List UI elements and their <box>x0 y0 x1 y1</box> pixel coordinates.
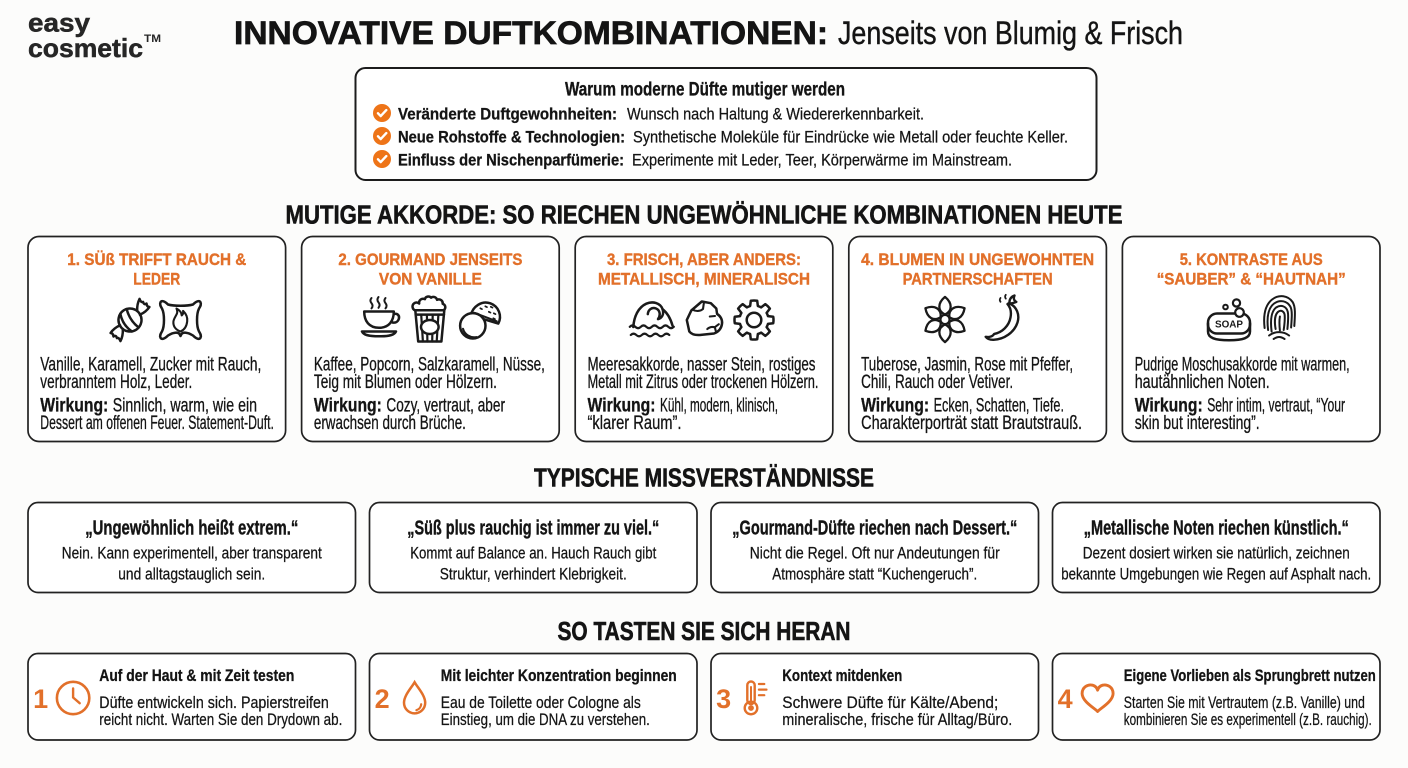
svg-text:Dezent dosiert wirken sie natü: Dezent dosiert wirken sie natürlich, zei… <box>1083 544 1350 563</box>
svg-text:TYPISCHE MISSVERSTÄNDNISSE: TYPISCHE MISSVERSTÄNDNISSE <box>534 463 874 493</box>
svg-text:und alltagstauglich sein.: und alltagstauglich sein. <box>118 565 265 584</box>
svg-text:hautähnlichen Noten.: hautähnlichen Noten. <box>1135 372 1270 393</box>
svg-text:Dessert am offenen Feuer. Stat: Dessert am offenen Feuer. Statement-Duft… <box>40 413 274 434</box>
svg-text:PARTNERSCHAFTEN: PARTNERSCHAFTEN <box>903 270 1053 289</box>
svg-text:Experimente mit Leder, Teer, K: Experimente mit Leder, Teer, Körperwärme… <box>632 151 1012 170</box>
svg-text:reicht nicht. Warten Sie den D: reicht nicht. Warten Sie den Drydown ab. <box>99 711 342 729</box>
svg-text:Ecken, Schatten, Tiefe.: Ecken, Schatten, Tiefe. <box>934 395 1064 416</box>
svg-text:5. KONTRASTE AUS: 5. KONTRASTE AUS <box>1180 250 1323 269</box>
svg-text:„Ungewöhnlich heißt extrem.“: „Ungewöhnlich heißt extrem.“ <box>85 518 298 540</box>
svg-text:2: 2 <box>375 684 390 714</box>
svg-text:„Süß plus rauchig ist immer zu: „Süß plus rauchig ist immer zu viel.“ <box>407 518 659 540</box>
svg-text:Wirkung:: Wirkung: <box>861 395 929 416</box>
svg-text:Schwere Düfte für Kälte/Abend;: Schwere Düfte für Kälte/Abend; <box>782 694 998 712</box>
svg-text:Wirkung:: Wirkung: <box>314 395 382 416</box>
svg-text:LEDER: LEDER <box>133 270 180 289</box>
svg-text:Jenseits von Blumig & Frisch: Jenseits von Blumig & Frisch <box>838 15 1183 51</box>
svg-text:Wirkung:: Wirkung: <box>40 395 108 416</box>
svg-text:„Metallische Noten riechen kün: „Metallische Noten riechen künstlich.“ <box>1084 518 1349 540</box>
svg-text:4: 4 <box>1058 684 1073 714</box>
svg-text:Eau de Toilette oder Cologne a: Eau de Toilette oder Cologne als <box>441 694 641 712</box>
svg-text:3: 3 <box>716 684 731 714</box>
svg-text:skin but interesting”.: skin but interesting”. <box>1135 413 1260 434</box>
svg-text:Chili, Rauch oder Vetiver.: Chili, Rauch oder Vetiver. <box>861 372 1013 393</box>
svg-text:Charakterporträt statt Brautst: Charakterporträt statt Brautstrauß. <box>861 413 1082 434</box>
svg-text:Teig mit Blumen oder Hölzern.: Teig mit Blumen oder Hölzern. <box>314 372 497 393</box>
svg-text:Atmosphäre statt “Kuchengeruch: Atmosphäre statt “Kuchengeruch”. <box>772 565 977 584</box>
svg-text:Wunsch nach Haltung & Wiederer: Wunsch nach Haltung & Wiedererkennbarkei… <box>627 105 924 124</box>
svg-text:1. SÜß TRIFFT RAUCH &: 1. SÜß TRIFFT RAUCH & <box>67 250 246 269</box>
svg-text:Kommt auf Balance an. Hauch Ra: Kommt auf Balance an. Hauch Rauch gibt <box>410 544 656 563</box>
svg-text:Einfluss der Nischenparfümerie: Einfluss der Nischenparfümerie: <box>398 151 624 170</box>
svg-text:Vanille, Karamell, Zucker mit: Vanille, Karamell, Zucker mit Rauch, <box>40 354 261 375</box>
svg-text:Nein. Kann experimentell, aber: Nein. Kann experimentell, aber transpare… <box>62 544 322 563</box>
svg-text:3. FRISCH, ABER ANDERS:: 3. FRISCH, ABER ANDERS: <box>607 250 801 269</box>
svg-text:“klarer Raum”.: “klarer Raum”. <box>588 413 682 434</box>
svg-text:Sehr intim, vertraut, “Your: Sehr intim, vertraut, “Your <box>1207 395 1345 416</box>
svg-text:SOAP: SOAP <box>1215 320 1243 331</box>
svg-text:Pudrige Moschusakkorde mit war: Pudrige Moschusakkorde mit warmen, <box>1135 354 1350 375</box>
svg-text:Synthetische Moleküle für Eind: Synthetische Moleküle für Eindrücke wie … <box>633 128 1068 147</box>
svg-text:Nicht die Regel. Oft nur Andeu: Nicht die Regel. Oft nur Andeutungen für <box>750 544 1000 563</box>
svg-text:mineralische, frische für Allt: mineralische, frische für Alltag/Büro. <box>782 711 1012 729</box>
svg-text:Starten Sie mit Vertrautem (z.: Starten Sie mit Vertrautem (z.B. Vanille… <box>1124 694 1365 712</box>
svg-text:Eigene Vorlieben als Sprungbre: Eigene Vorlieben als Sprungbrett nutzen <box>1124 667 1376 685</box>
svg-text:Veränderte Duftgewohnheiten:: Veränderte Duftgewohnheiten: <box>398 105 617 124</box>
svg-text:Wirkung:: Wirkung: <box>1135 395 1203 416</box>
svg-text:Einstieg, um die DNA zu verste: Einstieg, um die DNA zu verstehen. <box>441 711 650 729</box>
svg-text:easy: easy <box>28 8 91 38</box>
svg-text:erwachsen durch Brüche.: erwachsen durch Brüche. <box>314 413 466 434</box>
svg-text:2. GOURMAND JENSEITS: 2. GOURMAND JENSEITS <box>338 250 522 269</box>
svg-text:Düfte entwickeln sich. Papiers: Düfte entwickeln sich. Papierstreifen <box>99 694 328 712</box>
svg-text:TM: TM <box>144 33 161 45</box>
svg-text:Sinnlich, warm, wie ein: Sinnlich, warm, wie ein <box>113 395 257 416</box>
svg-text:Warum moderne Düfte mutiger we: Warum moderne Düfte mutiger werden <box>565 80 845 101</box>
svg-text:1: 1 <box>33 684 48 714</box>
svg-text:METALLISCH, MINERALISCH: METALLISCH, MINERALISCH <box>598 270 810 289</box>
svg-text:Neue Rohstoffe & Technologien:: Neue Rohstoffe & Technologien: <box>398 128 625 147</box>
svg-text:Struktur, verhindert Klebrigke: Struktur, verhindert Klebrigkeit. <box>440 565 627 584</box>
svg-text:INNOVATIVE DUFTKOMBINATIONEN:: INNOVATIVE DUFTKOMBINATIONEN: <box>234 15 828 51</box>
svg-text:Metall mit Zitrus oder trocken: Metall mit Zitrus oder trockenen Hölzern… <box>588 372 819 393</box>
svg-text:verbranntem Holz, Leder.: verbranntem Holz, Leder. <box>40 372 192 393</box>
svg-text:Wirkung:: Wirkung: <box>588 395 656 416</box>
svg-text:“SAUBER” & “HAUTNAH”: “SAUBER” & “HAUTNAH” <box>1157 270 1346 289</box>
svg-text:Auf der Haut & mit Zeit testen: Auf der Haut & mit Zeit testen <box>99 667 294 685</box>
svg-text:Kaffee, Popcorn, Salzkaramell,: Kaffee, Popcorn, Salzkaramell, Nüsse, <box>314 354 545 375</box>
svg-text:Tuberose, Jasmin, Rose mit Pfe: Tuberose, Jasmin, Rose mit Pfeffer, <box>861 354 1073 375</box>
svg-text:bekannte Umgebungen wie Regen: bekannte Umgebungen wie Regen auf Asphal… <box>1061 565 1371 584</box>
svg-text:SO TASTEN SIE SICH HERAN: SO TASTEN SIE SICH HERAN <box>558 616 851 646</box>
svg-text:4. BLUMEN IN UNGEWOHNTEN: 4. BLUMEN IN UNGEWOHNTEN <box>861 250 1094 269</box>
svg-text:kombinieren Sie es experimente: kombinieren Sie es experimentell (z.B. r… <box>1124 711 1372 729</box>
svg-text:VON VANILLE: VON VANILLE <box>379 270 482 289</box>
svg-text:Cozy, vertraut, aber: Cozy, vertraut, aber <box>386 395 505 416</box>
svg-text:Meeresakkorde, nasser Stein, r: Meeresakkorde, nasser Stein, rostiges <box>588 354 816 375</box>
svg-text:Kontext mitdenken: Kontext mitdenken <box>782 667 902 685</box>
svg-text:MUTIGE AKKORDE: SO RIECHEN UNG: MUTIGE AKKORDE: SO RIECHEN UNGEWÖHNLICHE… <box>286 200 1123 230</box>
svg-text:cosmetic: cosmetic <box>28 33 143 63</box>
svg-text:„Gourmand-Düfte riechen nach D: „Gourmand-Düfte riechen nach Dessert.“ <box>732 518 1017 540</box>
svg-text:Mit leichter Konzentration beg: Mit leichter Konzentration beginnen <box>441 667 677 685</box>
svg-text:Kühl, modern, klinisch,: Kühl, modern, klinisch, <box>660 395 778 416</box>
